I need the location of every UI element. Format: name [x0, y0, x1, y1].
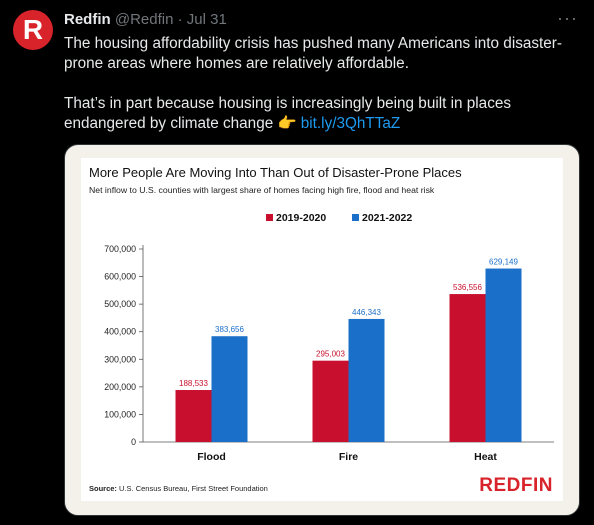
tweet-paragraph-1: The housing affordability crisis has pus… — [64, 35, 562, 72]
chart-title: More People Are Moving Into Than Out of … — [89, 165, 462, 180]
display-name[interactable]: Redfin — [64, 11, 111, 28]
x-tick-label: Flood — [197, 451, 226, 463]
x-tick-label: Fire — [339, 451, 358, 463]
data-label: 446,343 — [352, 308, 381, 317]
legend-swatch-1 — [352, 214, 359, 221]
data-label: 536,556 — [453, 283, 482, 292]
more-options-icon[interactable]: ··· — [557, 8, 578, 28]
y-tick-label: 300,000 — [104, 354, 136, 364]
y-tick-label: 100,000 — [104, 409, 136, 419]
tweet-paragraph-2-text: That’s in part because housing is increa… — [64, 95, 511, 132]
y-tick-label: 600,000 — [104, 272, 136, 282]
redfin-logo: REDFIN — [479, 475, 553, 496]
source-label: Source: — [89, 484, 117, 493]
source-text: U.S. Census Bureau, First Street Foundat… — [119, 484, 268, 493]
separator-dot: · — [177, 11, 183, 28]
tweet-header: Redfin @Redfin · Jul 31 — [64, 11, 564, 29]
tweet-text: The housing affordability crisis has pus… — [64, 34, 584, 134]
tweet-paragraph-2: That’s in part because housing is increa… — [64, 94, 584, 134]
x-tick-label: Heat — [474, 451, 497, 463]
legend-swatch-0 — [266, 214, 273, 221]
data-label: 383,656 — [215, 325, 244, 334]
data-label: 188,533 — [179, 379, 208, 388]
bar-flood-1 — [211, 336, 248, 442]
bar-heat-0 — [449, 294, 486, 442]
legend-label-1: 2021-2022 — [362, 212, 412, 224]
y-tick-label: 500,000 — [104, 299, 136, 309]
chart-panel: 2019-2020 2021-2022 0 100,000 200,000 300,000… — [81, 158, 563, 501]
y-tick-label: 400,000 — [104, 327, 136, 337]
pointing-hand-emoji: 👉 — [277, 115, 297, 132]
y-tick-label: 0 — [131, 437, 136, 447]
chart-subtitle: Net inflow to U.S. counties with largest… — [89, 185, 435, 195]
bar-flood-0 — [175, 390, 212, 442]
timestamp[interactable]: Jul 31 — [186, 11, 227, 28]
bar-fire-1 — [348, 318, 385, 442]
legend-label-0: 2019-2020 — [276, 212, 326, 224]
data-label: 629,149 — [489, 258, 518, 267]
media-card[interactable]: 2019-2020 2021-2022 0 100,000 200,000 300,000… — [64, 144, 580, 516]
chart-source: Source: U.S. Census Bureau, First Street… — [89, 484, 268, 493]
y-tick-label: 700,000 — [104, 244, 136, 254]
data-label: 295,003 — [316, 350, 345, 359]
bar-chart: 2019-2020 2021-2022 0 100,000 200,000 300,000… — [104, 212, 554, 463]
bar-heat-1 — [485, 268, 522, 442]
handle[interactable]: @Redfin — [114, 11, 174, 28]
avatar-letter: R — [22, 14, 44, 45]
bar-fire-0 — [312, 360, 349, 442]
y-tick-label: 200,000 — [104, 382, 136, 392]
avatar[interactable]: R — [13, 10, 53, 50]
tweet-link[interactable]: bit.ly/3QhTTaZ — [300, 115, 401, 132]
